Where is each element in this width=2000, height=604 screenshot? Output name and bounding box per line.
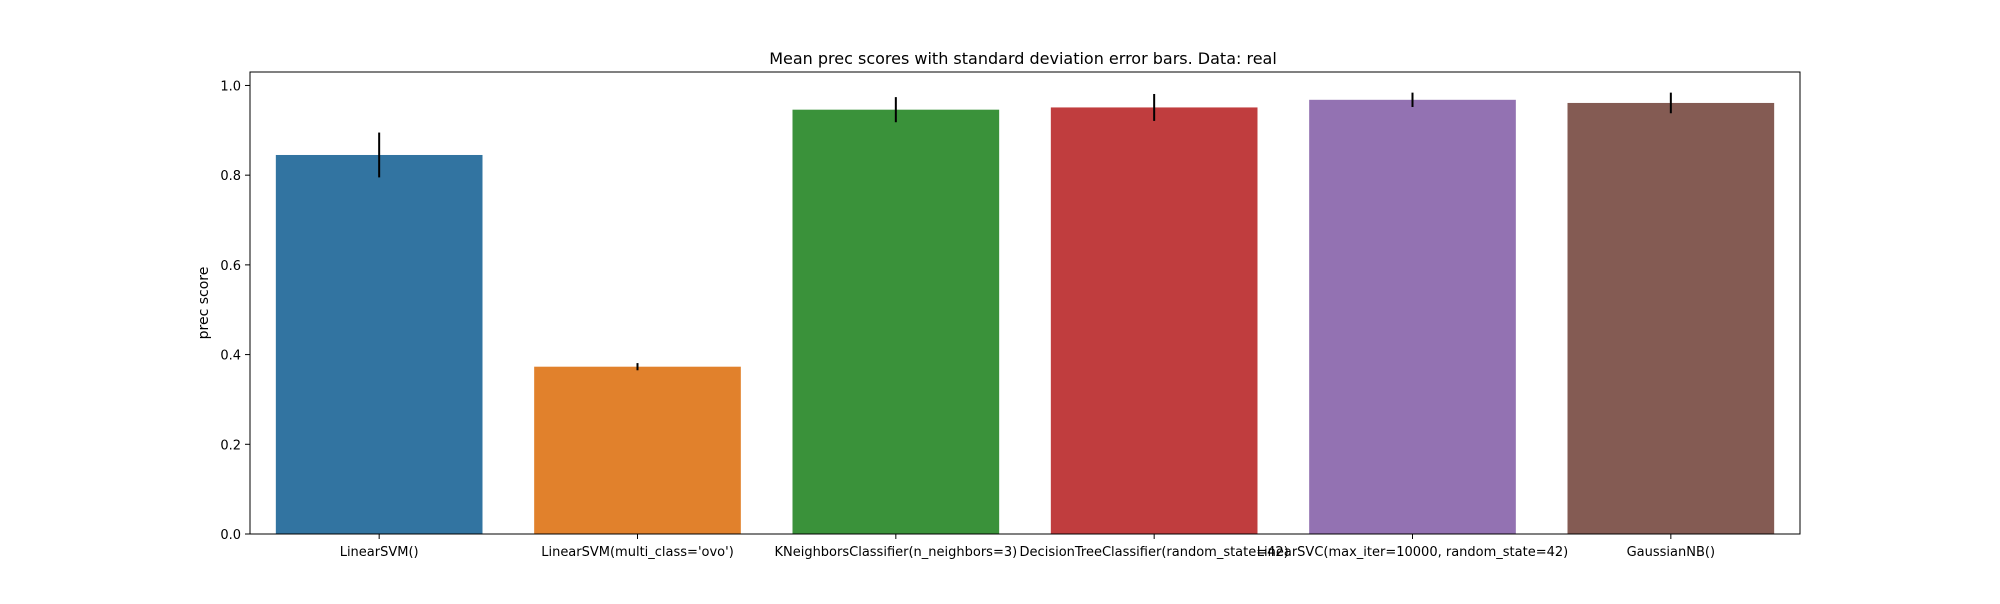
bar bbox=[275, 154, 483, 534]
chart-title: Mean prec scores with standard deviation… bbox=[769, 49, 1277, 68]
x-tick-label: LinearSVC(max_iter=10000, random_state=4… bbox=[1257, 545, 1568, 560]
y-tick-label: 0.8 bbox=[220, 169, 241, 184]
x-tick-label: KNeighborsClassifier(n_neighbors=3) bbox=[774, 545, 1017, 560]
y-tick-label: 0.2 bbox=[220, 438, 241, 453]
x-tick-label: LinearSVM(multi_class='ovo') bbox=[541, 545, 734, 560]
x-tick-label: DecisionTreeClassifier(random_state=42) bbox=[1020, 545, 1289, 560]
bar bbox=[1567, 102, 1775, 534]
y-tick-label: 0.4 bbox=[220, 349, 241, 364]
y-tick-label: 0.6 bbox=[220, 259, 241, 274]
y-tick-label: 1.0 bbox=[220, 79, 241, 94]
bar bbox=[1050, 107, 1258, 535]
y-axis: 0.0 0.2 0.4 0.6 0.8 1.0 bbox=[220, 79, 250, 543]
x-tick-label: GaussianNB() bbox=[1627, 545, 1715, 560]
x-axis: LinearSVM() LinearSVM(multi_class='ovo') K… bbox=[340, 534, 1715, 560]
error-bars-layer bbox=[378, 92, 1672, 371]
y-axis-label: prec score bbox=[196, 267, 212, 340]
y-tick-label: 0.0 bbox=[220, 528, 241, 543]
bars-layer bbox=[275, 99, 1775, 535]
bar bbox=[1309, 99, 1516, 535]
bar bbox=[792, 109, 1000, 534]
x-tick-label: LinearSVM() bbox=[340, 545, 419, 560]
plot-frame bbox=[249, 71, 1801, 535]
bar bbox=[534, 366, 741, 534]
